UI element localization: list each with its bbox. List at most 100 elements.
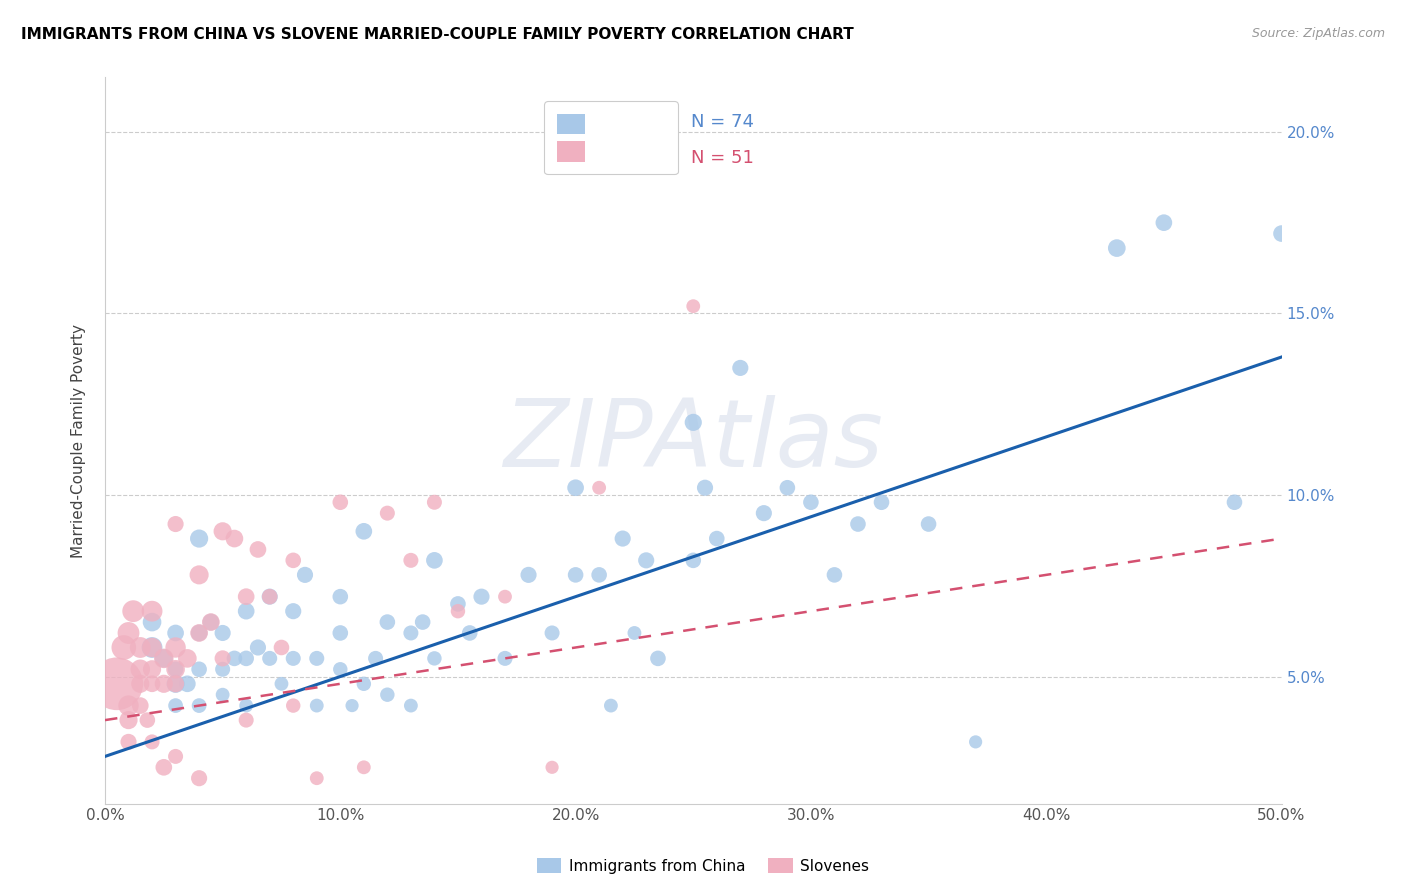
- Point: [211, 662, 233, 676]
- Point: [165, 749, 187, 764]
- Point: [399, 626, 422, 640]
- Point: [730, 360, 752, 375]
- Point: [165, 516, 187, 531]
- Point: [423, 553, 446, 567]
- Point: [470, 590, 492, 604]
- Point: [305, 698, 328, 713]
- Point: [165, 662, 187, 676]
- Point: [458, 626, 481, 640]
- Point: [153, 651, 176, 665]
- Point: [188, 626, 211, 640]
- Point: [141, 735, 163, 749]
- Point: [283, 651, 305, 665]
- Point: [224, 651, 246, 665]
- Point: [259, 590, 281, 604]
- Point: [153, 651, 176, 665]
- Point: [399, 553, 422, 567]
- Point: [800, 495, 823, 509]
- Point: [377, 615, 399, 629]
- Point: [305, 771, 328, 785]
- Point: [283, 553, 305, 567]
- Text: IMMIGRANTS FROM CHINA VS SLOVENE MARRIED-COUPLE FAMILY POVERTY CORRELATION CHART: IMMIGRANTS FROM CHINA VS SLOVENE MARRIED…: [21, 27, 853, 42]
- Point: [117, 713, 139, 727]
- Point: [112, 640, 135, 655]
- Point: [340, 698, 363, 713]
- Point: [305, 651, 328, 665]
- Point: [364, 651, 387, 665]
- Legend:             ,             : ,: [544, 101, 678, 174]
- Y-axis label: Married-Couple Family Poverty: Married-Couple Family Poverty: [72, 324, 86, 558]
- Point: [188, 626, 211, 640]
- Point: [599, 698, 621, 713]
- Point: [165, 677, 187, 691]
- Point: [141, 640, 163, 655]
- Point: [447, 597, 470, 611]
- Text: Source: ZipAtlas.com: Source: ZipAtlas.com: [1251, 27, 1385, 40]
- Point: [283, 698, 305, 713]
- Point: [353, 677, 375, 691]
- Point: [623, 626, 645, 640]
- Point: [211, 626, 233, 640]
- Point: [329, 495, 352, 509]
- Point: [283, 604, 305, 618]
- Point: [129, 698, 152, 713]
- Point: [541, 626, 564, 640]
- Text: R = 0.149: R = 0.149: [579, 149, 669, 167]
- Point: [136, 713, 159, 727]
- Point: [270, 677, 292, 691]
- Point: [235, 590, 257, 604]
- Point: [235, 651, 257, 665]
- Point: [165, 640, 187, 655]
- Point: [1270, 227, 1292, 241]
- Legend: Immigrants from China, Slovenes: Immigrants from China, Slovenes: [530, 852, 876, 880]
- Point: [612, 532, 634, 546]
- Text: N = 51: N = 51: [690, 149, 754, 167]
- Point: [235, 713, 257, 727]
- Point: [423, 495, 446, 509]
- Point: [188, 567, 211, 582]
- Point: [259, 651, 281, 665]
- Point: [141, 677, 163, 691]
- Point: [141, 615, 163, 629]
- Point: [423, 651, 446, 665]
- Point: [153, 677, 176, 691]
- Point: [188, 771, 211, 785]
- Text: N = 74: N = 74: [690, 113, 754, 131]
- Point: [224, 532, 246, 546]
- Point: [1223, 495, 1246, 509]
- Point: [541, 760, 564, 774]
- Point: [117, 735, 139, 749]
- Point: [188, 532, 211, 546]
- Text: ZIPAtlas: ZIPAtlas: [503, 395, 883, 486]
- Point: [377, 506, 399, 520]
- Point: [129, 640, 152, 655]
- Point: [353, 524, 375, 539]
- Point: [153, 760, 176, 774]
- Point: [141, 662, 163, 676]
- Point: [329, 662, 352, 676]
- Point: [329, 626, 352, 640]
- Point: [165, 698, 187, 713]
- Point: [588, 481, 610, 495]
- Point: [129, 677, 152, 691]
- Point: [752, 506, 775, 520]
- Point: [776, 481, 799, 495]
- Point: [564, 481, 586, 495]
- Point: [246, 542, 269, 557]
- Point: [259, 590, 281, 604]
- Point: [176, 677, 198, 691]
- Text: R = 0.601: R = 0.601: [579, 113, 669, 131]
- Point: [682, 553, 704, 567]
- Point: [706, 532, 728, 546]
- Point: [494, 651, 516, 665]
- Point: [636, 553, 658, 567]
- Point: [122, 604, 145, 618]
- Point: [647, 651, 669, 665]
- Point: [235, 604, 257, 618]
- Point: [1153, 216, 1175, 230]
- Point: [353, 760, 375, 774]
- Point: [329, 590, 352, 604]
- Point: [399, 698, 422, 713]
- Point: [682, 299, 704, 313]
- Point: [141, 640, 163, 655]
